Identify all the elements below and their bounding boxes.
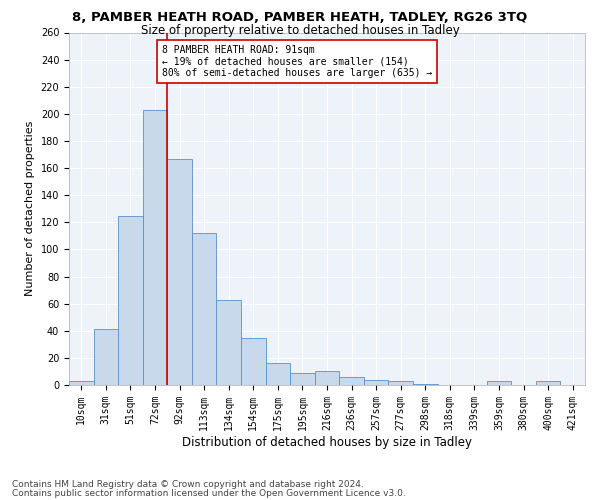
Bar xyxy=(266,364,290,385)
Bar xyxy=(413,384,437,385)
Bar xyxy=(315,372,339,385)
Bar xyxy=(143,110,167,385)
Bar xyxy=(69,381,94,385)
Bar xyxy=(241,338,266,385)
Bar xyxy=(536,381,560,385)
Text: 8 PAMBER HEATH ROAD: 91sqm
← 19% of detached houses are smaller (154)
80% of sem: 8 PAMBER HEATH ROAD: 91sqm ← 19% of deta… xyxy=(162,45,432,78)
Bar xyxy=(290,373,315,385)
Bar xyxy=(217,300,241,385)
Text: 8, PAMBER HEATH ROAD, PAMBER HEATH, TADLEY, RG26 3TQ: 8, PAMBER HEATH ROAD, PAMBER HEATH, TADL… xyxy=(73,11,527,24)
Bar xyxy=(364,380,388,385)
Bar xyxy=(388,381,413,385)
Bar xyxy=(167,158,192,385)
Text: Contains public sector information licensed under the Open Government Licence v3: Contains public sector information licen… xyxy=(12,489,406,498)
Bar xyxy=(487,381,511,385)
Text: Contains HM Land Registry data © Crown copyright and database right 2024.: Contains HM Land Registry data © Crown c… xyxy=(12,480,364,489)
Bar xyxy=(339,377,364,385)
Text: Size of property relative to detached houses in Tadley: Size of property relative to detached ho… xyxy=(140,24,460,37)
Bar xyxy=(118,216,143,385)
Y-axis label: Number of detached properties: Number of detached properties xyxy=(25,121,35,296)
X-axis label: Distribution of detached houses by size in Tadley: Distribution of detached houses by size … xyxy=(182,436,472,448)
Bar xyxy=(94,330,118,385)
Bar xyxy=(192,233,217,385)
